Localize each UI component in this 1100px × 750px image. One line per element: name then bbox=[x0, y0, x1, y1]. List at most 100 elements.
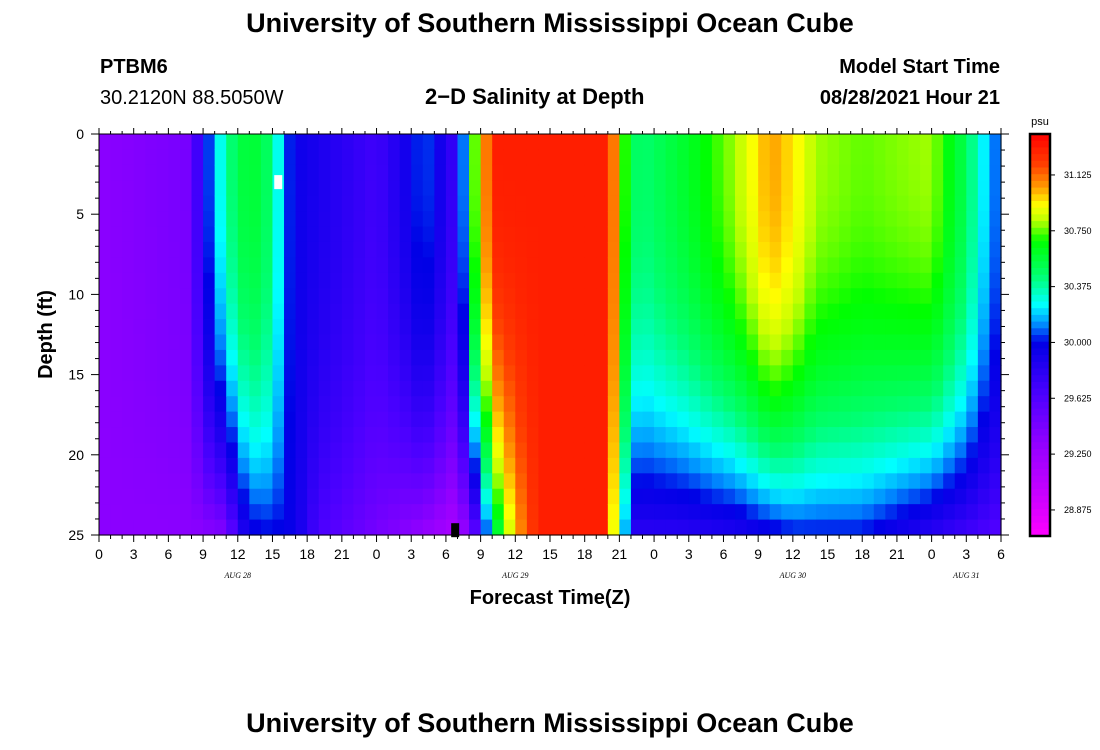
heatmap-cell bbox=[850, 427, 863, 444]
heatmap-cell bbox=[735, 180, 748, 197]
heatmap-cell bbox=[781, 365, 794, 382]
heatmap-cell bbox=[284, 257, 297, 274]
heatmap-cell bbox=[318, 457, 331, 474]
heatmap-cell bbox=[422, 411, 435, 428]
heatmap-cell bbox=[943, 488, 956, 505]
heatmap-cell bbox=[110, 288, 123, 305]
x-tick-label: 15 bbox=[265, 546, 281, 562]
heatmap-cell bbox=[943, 180, 956, 197]
heatmap-cell bbox=[550, 149, 563, 166]
heatmap-cell bbox=[99, 149, 112, 166]
heatmap-cell bbox=[619, 149, 632, 166]
heatmap-cell bbox=[538, 149, 551, 166]
x-tick-label: 18 bbox=[854, 546, 870, 562]
heatmap-cell bbox=[885, 134, 898, 151]
heatmap-cell bbox=[272, 134, 285, 151]
heatmap-cell bbox=[584, 473, 597, 490]
heatmap-cell bbox=[364, 473, 378, 490]
heatmap-cell bbox=[688, 241, 701, 258]
heatmap-cell bbox=[654, 504, 667, 521]
heatmap-cell bbox=[873, 396, 886, 413]
heatmap-cell bbox=[526, 380, 540, 397]
heatmap-cell bbox=[434, 457, 447, 474]
heatmap-cell bbox=[989, 164, 1002, 181]
heatmap-cell bbox=[492, 241, 505, 258]
heatmap-cell bbox=[550, 365, 563, 382]
heatmap-cell bbox=[665, 380, 678, 397]
heatmap-cell bbox=[145, 473, 158, 490]
heatmap-cell bbox=[295, 164, 308, 181]
heatmap-cell bbox=[399, 195, 412, 212]
heatmap-cell bbox=[133, 380, 146, 397]
heatmap-cell bbox=[989, 226, 1002, 243]
heatmap-cell bbox=[388, 149, 401, 166]
heatmap-cell bbox=[931, 272, 944, 289]
heatmap-cell bbox=[272, 380, 285, 397]
heatmap-cell bbox=[931, 288, 944, 305]
heatmap-cell bbox=[781, 349, 794, 366]
heatmap-cell bbox=[642, 226, 655, 243]
heatmap-cell bbox=[804, 288, 817, 305]
heatmap-cell bbox=[388, 442, 401, 459]
heatmap-cell bbox=[133, 319, 146, 336]
heatmap-cell bbox=[469, 396, 482, 413]
heatmap-cell bbox=[411, 226, 424, 243]
heatmap-cell bbox=[596, 365, 609, 382]
heatmap-cell bbox=[862, 149, 875, 166]
heatmap-cell bbox=[989, 149, 1002, 166]
heatmap-cell bbox=[550, 504, 563, 521]
heatmap-cell bbox=[133, 396, 146, 413]
heatmap-cell bbox=[943, 226, 956, 243]
heatmap-cell bbox=[156, 149, 169, 166]
heatmap-cell bbox=[700, 257, 713, 274]
heatmap-cell bbox=[260, 380, 274, 397]
heatmap-cell bbox=[966, 241, 979, 258]
heatmap-cell bbox=[989, 488, 1002, 505]
heatmap-cell bbox=[133, 149, 146, 166]
heatmap-cell bbox=[284, 164, 297, 181]
heatmap-cell bbox=[735, 349, 748, 366]
heatmap-cell bbox=[989, 288, 1002, 305]
heatmap-cell bbox=[445, 211, 459, 228]
heatmap-cell bbox=[931, 427, 944, 444]
heatmap-cell bbox=[434, 134, 447, 151]
heatmap-cell bbox=[284, 195, 297, 212]
heatmap-cell bbox=[538, 319, 551, 336]
heatmap-cell bbox=[885, 241, 898, 258]
heatmap-cell bbox=[295, 134, 308, 151]
colorbar-segment bbox=[1030, 415, 1050, 423]
heatmap-cell bbox=[434, 365, 447, 382]
heatmap-cell bbox=[330, 180, 343, 197]
heatmap-cell bbox=[850, 195, 863, 212]
heatmap-cell bbox=[214, 257, 227, 274]
heatmap-cell bbox=[920, 442, 933, 459]
heatmap-cell bbox=[226, 427, 239, 444]
heatmap-cell bbox=[596, 334, 609, 351]
heatmap-cell bbox=[526, 149, 540, 166]
heatmap-cell bbox=[237, 164, 250, 181]
colorbar-segment bbox=[1030, 395, 1050, 403]
heatmap-cell bbox=[399, 319, 412, 336]
heatmap-cell bbox=[873, 134, 886, 151]
heatmap-cell bbox=[954, 396, 967, 413]
heatmap-cell bbox=[654, 442, 667, 459]
heatmap-cell bbox=[931, 164, 944, 181]
heatmap-cell bbox=[457, 442, 470, 459]
heatmap-cell bbox=[203, 180, 216, 197]
heatmap-cell bbox=[630, 180, 644, 197]
heatmap-cell bbox=[307, 288, 320, 305]
heatmap-cell bbox=[469, 288, 482, 305]
heatmap-cell bbox=[469, 504, 482, 521]
heatmap-cell bbox=[503, 211, 516, 228]
heatmap-cell bbox=[307, 149, 320, 166]
heatmap-cell bbox=[862, 134, 875, 151]
heatmap-cell bbox=[237, 195, 250, 212]
heatmap-cell bbox=[769, 319, 782, 336]
heatmap-cell bbox=[330, 473, 343, 490]
heatmap-cell bbox=[480, 504, 493, 521]
heatmap-cell bbox=[665, 303, 678, 320]
heatmap-cell bbox=[573, 226, 586, 243]
heatmap-cell bbox=[353, 164, 366, 181]
heatmap-cell bbox=[584, 380, 597, 397]
heatmap-cell bbox=[364, 365, 378, 382]
